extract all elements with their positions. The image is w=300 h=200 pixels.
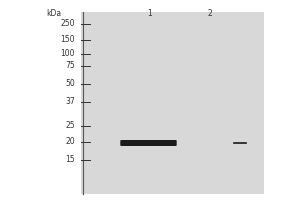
Text: 100: 100 <box>61 49 75 58</box>
Text: 2: 2 <box>208 9 212 19</box>
FancyBboxPatch shape <box>120 140 177 146</box>
Text: 37: 37 <box>65 98 75 106</box>
Text: 20: 20 <box>65 138 75 146</box>
Bar <box>81 12 264 194</box>
Text: 15: 15 <box>65 156 75 164</box>
Text: 1: 1 <box>148 9 152 19</box>
Text: 75: 75 <box>65 62 75 71</box>
Text: 150: 150 <box>61 36 75 45</box>
Text: kDa: kDa <box>46 9 62 19</box>
Text: 250: 250 <box>61 20 75 28</box>
Text: 50: 50 <box>65 79 75 88</box>
Text: 25: 25 <box>65 121 75 130</box>
